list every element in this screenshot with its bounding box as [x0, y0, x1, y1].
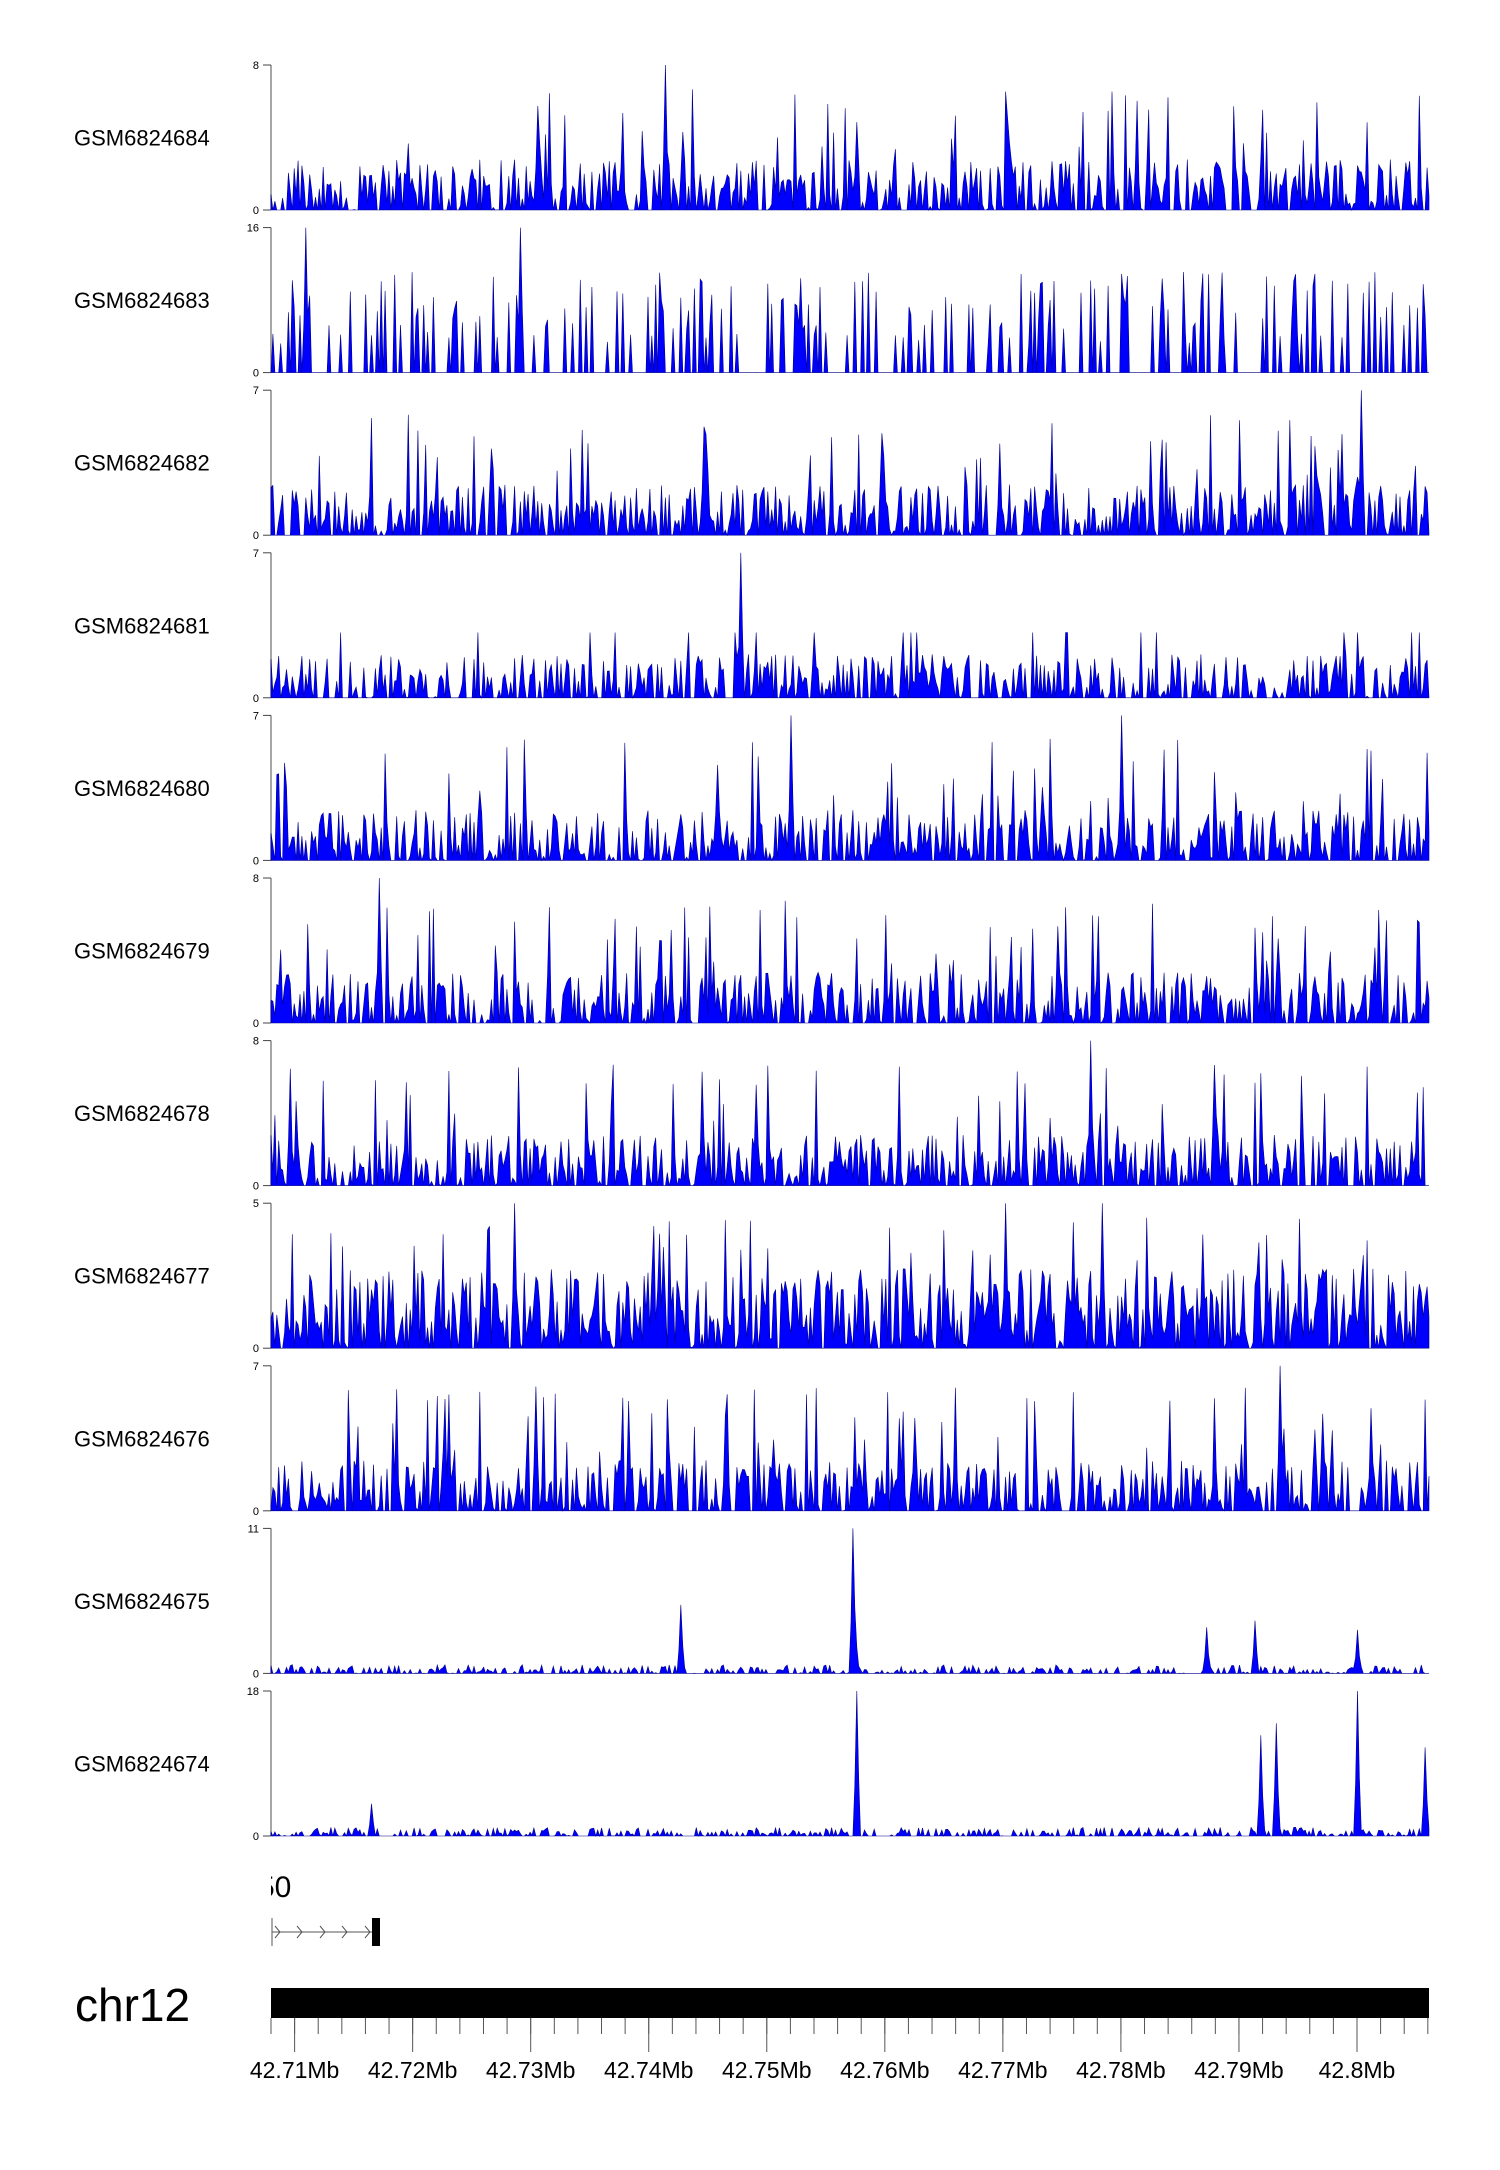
y-zero-label: 0: [253, 1181, 259, 1193]
coverage-area: [270, 877, 1430, 1025]
y-max-label: 8: [253, 60, 259, 72]
strand-arrow-icon: [296, 1925, 303, 1939]
track-label: GSM6824684: [74, 126, 210, 151]
y-zero-label: 0: [253, 1506, 259, 1518]
coverage-area: [270, 64, 1430, 212]
coverage-area: [270, 1203, 1430, 1350]
y-max-label: 11: [248, 1523, 259, 1535]
strand-arrow-icon: [364, 1925, 371, 1939]
x-tick-label: 42.75Mb: [722, 2057, 812, 2083]
x-tick-label: 42.8Mb: [1319, 2057, 1396, 2083]
y-max-label: 7: [253, 385, 259, 397]
y-max-label: 7: [253, 1361, 259, 1373]
gene-label: 50: [258, 1871, 291, 1904]
gene-exon: [372, 1918, 380, 1946]
track-label: GSM6824674: [74, 1752, 210, 1777]
coverage-area: [270, 715, 1430, 862]
x-tick-label: 42.76Mb: [840, 2057, 930, 2083]
coverage-area: [270, 1365, 1430, 1512]
y-max-label: 18: [247, 1686, 259, 1698]
coverage-area: [270, 1690, 1430, 1838]
strand-arrow-icon: [341, 1925, 348, 1939]
x-tick-label: 42.74Mb: [604, 2057, 694, 2083]
chromosome-label: chr12: [75, 1979, 190, 2031]
coverage-area: [270, 552, 1430, 699]
x-tick-label: 42.71Mb: [250, 2057, 340, 2083]
x-tick-label: 42.78Mb: [1076, 2057, 1166, 2083]
y-zero-label: 0: [253, 693, 259, 705]
x-tick-label: 42.77Mb: [958, 2057, 1048, 2083]
coverage-area: [270, 227, 1429, 373]
y-zero-label: 0: [253, 1018, 259, 1030]
y-max-label: 7: [253, 710, 259, 722]
y-zero-label: 0: [253, 1668, 259, 1680]
strand-arrow-icon: [274, 1925, 281, 1939]
coverage-area: [270, 390, 1430, 537]
y-max-label: 7: [253, 548, 259, 560]
y-zero-label: 0: [253, 530, 259, 542]
track-label: GSM6824680: [74, 776, 210, 801]
x-tick-label: 42.72Mb: [368, 2057, 458, 2083]
track-label: GSM6824675: [74, 1589, 210, 1614]
y-zero-label: 0: [253, 1343, 259, 1355]
track-label: GSM6824676: [74, 1426, 210, 1451]
coverage-area: [270, 1528, 1429, 1675]
track-label: GSM6824677: [74, 1264, 210, 1289]
y-zero-label: 0: [253, 368, 259, 380]
track-label: GSM6824679: [74, 939, 210, 964]
track-label: GSM6824678: [74, 1101, 210, 1126]
x-tick-label: 42.79Mb: [1194, 2057, 1284, 2083]
coverage-area: [270, 1040, 1429, 1187]
chromosome-bar: [271, 1988, 1429, 2018]
y-max-label: 16: [247, 223, 259, 235]
track-label: GSM6824683: [74, 288, 210, 313]
y-max-label: 5: [253, 1198, 259, 1210]
x-tick-label: 42.73Mb: [486, 2057, 576, 2083]
y-max-label: 8: [253, 1036, 259, 1048]
y-zero-label: 0: [253, 1831, 259, 1843]
y-zero-label: 0: [253, 855, 259, 867]
track-label: GSM6824681: [74, 613, 210, 638]
y-max-label: 8: [253, 873, 259, 885]
y-zero-label: 0: [253, 205, 259, 217]
strand-arrow-icon: [319, 1925, 326, 1939]
track-label: GSM6824682: [74, 451, 210, 476]
